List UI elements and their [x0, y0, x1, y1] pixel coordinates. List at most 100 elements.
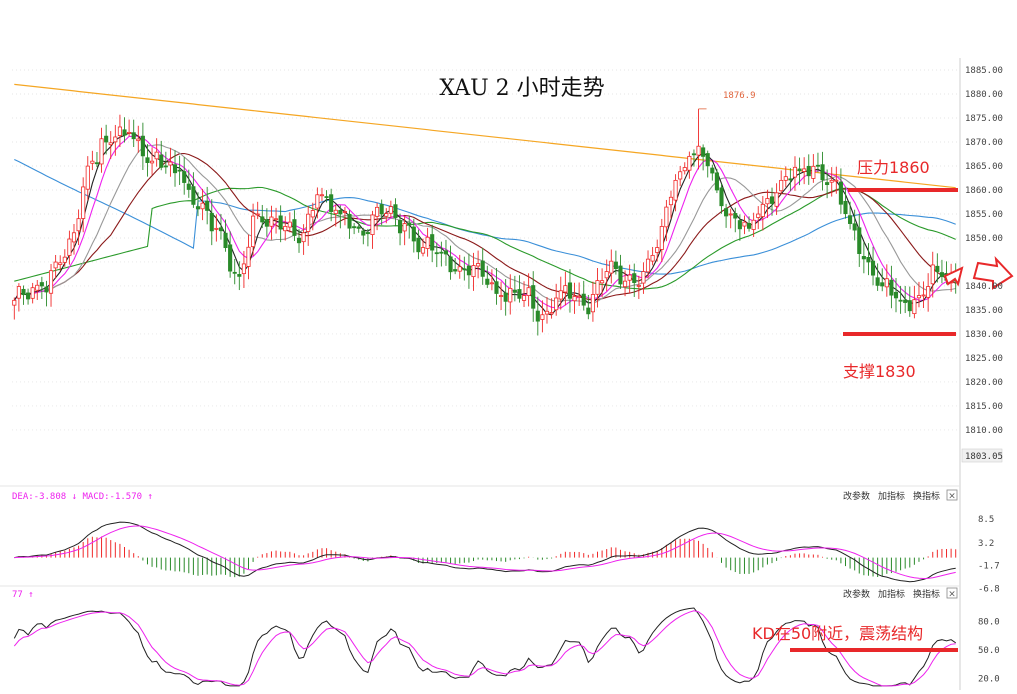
- candle-body: [375, 206, 380, 217]
- candle-body: [838, 181, 843, 205]
- candle-body: [365, 232, 370, 235]
- candle-body: [172, 164, 178, 174]
- candle-body: [411, 226, 416, 242]
- kd-switch-indicator-button[interactable]: 换指标: [913, 588, 940, 600]
- candle-body: [788, 178, 793, 181]
- candle-body: [218, 227, 223, 232]
- candle-body: [67, 238, 72, 256]
- candle-body: [44, 286, 49, 293]
- candle-body: [439, 251, 444, 254]
- candle-body: [407, 222, 412, 226]
- candle-body: [264, 219, 269, 227]
- candle-body: [595, 280, 600, 295]
- macd-change-params-button[interactable]: 改参数: [843, 490, 870, 502]
- kd-k-line: [13, 607, 956, 687]
- price-tick-label: 1820.00: [965, 378, 1003, 388]
- candle-body: [310, 210, 315, 218]
- candle-body: [356, 226, 361, 229]
- candle-body: [209, 212, 214, 232]
- price-tick-label: 1860.00: [965, 186, 1003, 196]
- candle-body: [728, 213, 733, 216]
- candle-body: [733, 213, 738, 219]
- candle-body: [430, 234, 435, 251]
- candle-body: [632, 273, 637, 283]
- price-tick-label: 1810.00: [965, 426, 1003, 436]
- candle-body: [416, 237, 421, 253]
- high-marker-label: 1876.9: [723, 91, 756, 101]
- candle-body: [131, 132, 136, 140]
- candle-body: [540, 314, 545, 320]
- candle-body: [154, 151, 159, 160]
- candle-body: [434, 252, 439, 255]
- candle-body: [260, 216, 265, 223]
- candle-body: [448, 256, 453, 273]
- candle-body: [136, 138, 141, 142]
- candle-body: [655, 247, 660, 253]
- kd-change-params-button[interactable]: 改参数: [843, 588, 870, 600]
- candle-body: [526, 287, 531, 296]
- candle-body: [186, 183, 191, 190]
- candle-body: [880, 282, 885, 287]
- candle-body: [177, 169, 182, 172]
- candle-body: [58, 262, 63, 265]
- candle-body: [214, 227, 219, 230]
- candle-body: [682, 167, 687, 172]
- candle-body: [673, 179, 678, 201]
- macd-switch-indicator-button[interactable]: 换指标: [913, 490, 940, 502]
- ma20-line: [13, 144, 956, 304]
- candle-body: [829, 179, 834, 183]
- candle-body: [889, 279, 894, 296]
- candle-body: [457, 266, 462, 272]
- candle-body: [443, 250, 449, 255]
- macd-tick-label: 3.2: [978, 539, 994, 549]
- candle-body: [480, 260, 485, 277]
- candle-body: [393, 204, 398, 218]
- candle-body: [870, 260, 876, 276]
- candle-body: [26, 292, 31, 300]
- candle-body: [145, 157, 150, 163]
- candle-body: [567, 282, 573, 299]
- candle-body: [127, 131, 132, 134]
- candle-body: [420, 247, 426, 254]
- candle-body: [379, 204, 384, 215]
- candle-body: [678, 171, 683, 180]
- kd-close-box[interactable]: [946, 587, 958, 599]
- candle-body: [554, 297, 559, 311]
- price-tick-label: 1815.00: [965, 402, 1003, 412]
- candle-body: [783, 176, 788, 181]
- candle-body: [113, 136, 118, 143]
- candle-body: [852, 223, 857, 231]
- candle-body: [361, 230, 366, 236]
- macd-close-icon[interactable]: ×: [948, 492, 956, 502]
- candle-body: [296, 237, 302, 244]
- candle-body: [466, 265, 471, 276]
- support-label: 支撑1830: [843, 362, 916, 381]
- candle-body: [471, 265, 476, 278]
- candle-body: [815, 164, 820, 167]
- candle-body: [140, 135, 145, 157]
- candle-body: [35, 284, 40, 291]
- candle-body: [517, 289, 522, 299]
- candle-body: [613, 261, 618, 270]
- candle-body: [21, 288, 26, 296]
- candle-body: [200, 202, 205, 210]
- candle-body: [499, 295, 504, 297]
- candle-body: [696, 145, 701, 156]
- candle-body: [843, 200, 848, 215]
- candle-body: [581, 293, 586, 306]
- ma60-line: [14, 186, 956, 290]
- price-tick-label: 1840.00: [965, 282, 1003, 292]
- kd-close-icon[interactable]: ×: [948, 590, 956, 600]
- up-arrow-icon: [943, 266, 964, 287]
- candle-body: [453, 269, 458, 272]
- candle-body: [122, 129, 127, 136]
- candle-body: [255, 213, 260, 216]
- ma5-line: [13, 132, 956, 316]
- candle-body: [16, 286, 21, 299]
- macd-close-box[interactable]: [946, 489, 958, 501]
- macd-add-indicator-button[interactable]: 加指标: [878, 490, 905, 502]
- candle-body: [94, 162, 100, 165]
- candle-body: [531, 285, 536, 309]
- kd-add-indicator-button[interactable]: 加指标: [878, 588, 905, 600]
